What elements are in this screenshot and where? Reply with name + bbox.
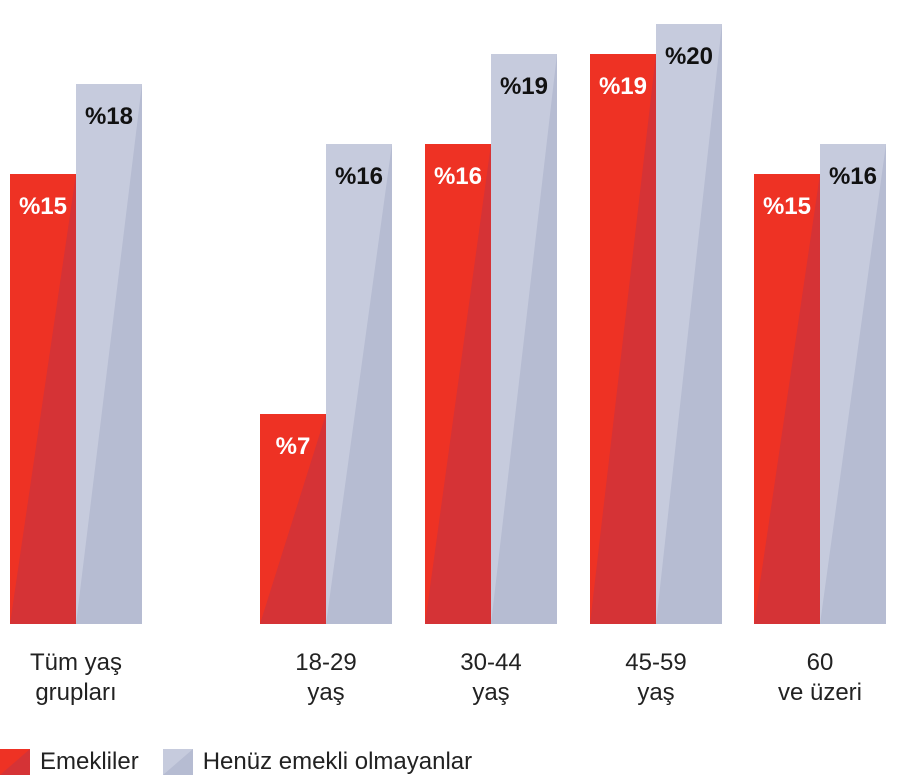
data-label-emekliler-0: %15 <box>19 193 67 220</box>
category-label-line: yaş <box>637 679 675 706</box>
data-label-henuz-emekli-olmayanlar-1: %16 <box>335 163 383 190</box>
bar-emekliler-4: %15 <box>754 174 820 624</box>
category-label-3: 45-59 yaş <box>586 648 726 708</box>
legend-swatch-emekliler <box>0 749 30 775</box>
legend-label-emekliler: Emekliler <box>40 748 139 775</box>
legend-label-henuz-emekli-olmayanlar: Henüz emekli olmayanlar <box>202 748 473 775</box>
legend-item-emekliler: Emekliler <box>0 748 139 776</box>
category-label-line: 18-29 <box>295 649 357 676</box>
bar-shade <box>590 54 656 624</box>
bar-shade <box>754 174 820 624</box>
category-label-1: 18-29 yaş <box>256 648 396 708</box>
category-label-line: 60 <box>806 649 834 676</box>
data-label-henuz-emekli-olmayanlar-2: %19 <box>500 73 548 100</box>
category-label-line: Tüm yaş <box>29 649 122 676</box>
bar-shade <box>326 144 392 624</box>
bar-shade <box>491 54 557 624</box>
category-label-line: grupları <box>35 679 117 706</box>
category-label-line: ve üzeri <box>777 679 863 706</box>
category-label-2: 30-44 yaş <box>421 648 561 708</box>
legend-swatch-henuz-emekli-olmayanlar <box>162 749 193 775</box>
bar-henuz-emekli-olmayanlar-4: %16 <box>820 144 886 624</box>
bar-chart: %15 %7 %16 %19 %15 %18 %16 %19 %20 %16 <box>10 24 886 624</box>
data-label-henuz-emekli-olmayanlar-0: %18 <box>85 103 133 130</box>
category-label-4: 60 ve üzeri <box>750 648 890 708</box>
data-label-henuz-emekli-olmayanlar-4: %16 <box>829 163 877 190</box>
bar-shade <box>425 144 491 624</box>
bar-henuz-emekli-olmayanlar-1: %16 <box>326 144 392 624</box>
legend-item-henuz-emekli-olmayanlar: Henüz emekli olmayanlar <box>162 748 473 776</box>
data-label-emekliler-1: %7 <box>276 433 311 460</box>
bar-emekliler-3: %19 <box>590 54 656 624</box>
data-label-emekliler-2: %16 <box>434 163 482 190</box>
category-label-line: 45-59 <box>625 649 687 676</box>
bar-emekliler-0: %15 <box>10 174 76 624</box>
bar-henuz-emekli-olmayanlar-0: %18 <box>76 84 142 624</box>
category-label-0: Tüm yaş grupları <box>6 648 146 708</box>
category-label-line: yaş <box>307 679 345 706</box>
category-label-line: yaş <box>472 679 510 706</box>
category-label-line: 30-44 <box>460 649 522 676</box>
bar-emekliler-2: %16 <box>425 144 491 624</box>
bar-shade <box>260 414 326 624</box>
bar-henuz-emekli-olmayanlar-3: %20 <box>656 24 722 624</box>
data-label-emekliler-3: %19 <box>599 73 647 100</box>
bar-shade <box>10 174 76 624</box>
legend: Emekliler Henüz emekli olmayanlar <box>0 744 496 780</box>
bar-emekliler-1: %7 <box>260 414 326 624</box>
bar-shade <box>820 144 886 624</box>
bar-shade <box>656 24 722 624</box>
data-label-emekliler-4: %15 <box>763 193 811 220</box>
bar-shade <box>76 84 142 624</box>
data-label-henuz-emekli-olmayanlar-3: %20 <box>665 43 713 70</box>
bar-henuz-emekli-olmayanlar-2: %19 <box>491 54 557 624</box>
